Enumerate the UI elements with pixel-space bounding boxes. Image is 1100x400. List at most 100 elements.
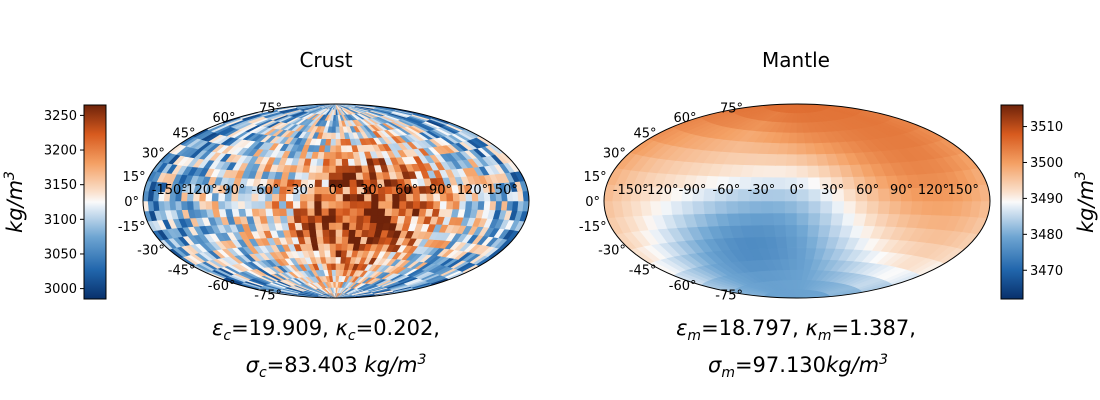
colorbar-tick-label: 3480 (1030, 228, 1063, 243)
colorbar-tick-label: 3470 (1030, 264, 1063, 279)
heat-cell (807, 224, 821, 237)
heat-cell (384, 185, 393, 194)
heat-cell (714, 200, 728, 214)
mantle-map-outline (603, 103, 991, 299)
heat-cell (348, 222, 357, 230)
heat-cell (316, 236, 325, 244)
heat-cell (349, 179, 358, 187)
heat-cell (265, 200, 273, 209)
heat-cell (483, 200, 491, 211)
heat-cell (335, 236, 343, 244)
mantle-caption-line1: εm=18.797, κm=1.387, (676, 316, 916, 345)
heat-cell (335, 215, 344, 223)
heat-cell (726, 200, 739, 214)
colorbar-tick-label: 3250 (44, 109, 77, 124)
parallel-label: -15° (118, 220, 146, 235)
heat-cell (331, 126, 337, 133)
heat-cell (775, 236, 788, 249)
heat-cell (330, 262, 337, 270)
heat-cell (314, 215, 323, 223)
heat-cell (356, 200, 365, 209)
colorbar-tick-label: 3050 (44, 248, 77, 263)
heat-cell (218, 200, 226, 210)
heat-cell (796, 212, 810, 226)
heat-cell (211, 200, 220, 210)
heat-cell (329, 158, 337, 166)
heat-cell (796, 236, 809, 249)
heat-cell (426, 200, 435, 210)
heat-cell (302, 164, 311, 173)
heat-cell (348, 172, 357, 180)
heat-cell (335, 144, 343, 153)
heat-cell (866, 200, 880, 214)
heat-cell (342, 229, 350, 237)
mantle-meridian-labels: -150°-120° -90° -60° -30° 0° 30° 60° 90° 120°150… (613, 183, 979, 198)
heat-cell (786, 247, 798, 260)
heat-cell (324, 144, 332, 153)
meridian-label: 90° (890, 183, 913, 198)
meridian-label: -90° (218, 183, 246, 198)
heat-cell (398, 208, 407, 217)
heat-cell (300, 207, 309, 216)
heat-cell (286, 208, 295, 216)
heat-cell (796, 224, 809, 237)
heat-cell (670, 200, 684, 215)
heat-cell (224, 200, 233, 210)
parallel-label: -45° (168, 264, 196, 279)
meridian-label: -120° (642, 183, 678, 198)
heat-cell (332, 114, 337, 121)
parallel-label: -30° (137, 244, 165, 259)
heat-cell (342, 200, 351, 209)
heat-cell (328, 172, 337, 180)
heat-cell (522, 200, 529, 212)
heat-cell (843, 188, 857, 202)
heat-cell (272, 207, 281, 216)
heat-cell (335, 229, 344, 237)
heat-cell (405, 208, 414, 217)
heat-cell (328, 215, 337, 223)
meridian-label: 0° (790, 183, 805, 198)
heat-cell (330, 138, 337, 146)
heat-cell (308, 222, 317, 231)
heat-cell (378, 200, 387, 209)
heat-cell (855, 200, 868, 214)
heat-cell (349, 193, 358, 202)
heat-cell (322, 158, 331, 166)
heat-cell (384, 208, 393, 217)
parallel-label: 30° (603, 147, 626, 162)
heat-cell (332, 281, 337, 288)
heat-cell (335, 151, 343, 159)
heat-cell (325, 256, 332, 264)
parallel-label: -60° (208, 279, 236, 294)
heat-cell (761, 212, 775, 226)
parallel-label: 0° (585, 195, 600, 210)
heat-cell (807, 165, 821, 178)
mantle-title: Mantle (762, 48, 830, 72)
colorbar-tick-label: 3500 (1030, 156, 1063, 171)
heat-cell (314, 193, 323, 202)
heat-cell (788, 132, 798, 144)
heat-cell (419, 193, 428, 202)
meridian-label: 90° (429, 183, 452, 198)
heat-cell (308, 171, 317, 180)
heat-cell (314, 207, 323, 216)
heat-cell (681, 200, 695, 215)
heat-cell (199, 200, 207, 210)
heat-cell (335, 243, 343, 251)
parallel-label: 75° (259, 101, 282, 116)
heat-cell (258, 200, 267, 209)
heat-cell (317, 243, 325, 251)
heat-cell (294, 171, 304, 180)
heat-cell (316, 158, 325, 166)
heat-cell (314, 186, 323, 195)
heat-cell (371, 200, 380, 209)
heat-cell (335, 249, 343, 258)
heat-cell (309, 164, 318, 173)
heat-cell (323, 243, 331, 251)
heat-cell (796, 247, 808, 260)
colorbar-bar (1000, 104, 1024, 300)
heat-cell (348, 165, 357, 173)
crust-title: Crust (299, 48, 352, 72)
heat-cell (341, 151, 349, 159)
heat-cell (328, 222, 337, 230)
